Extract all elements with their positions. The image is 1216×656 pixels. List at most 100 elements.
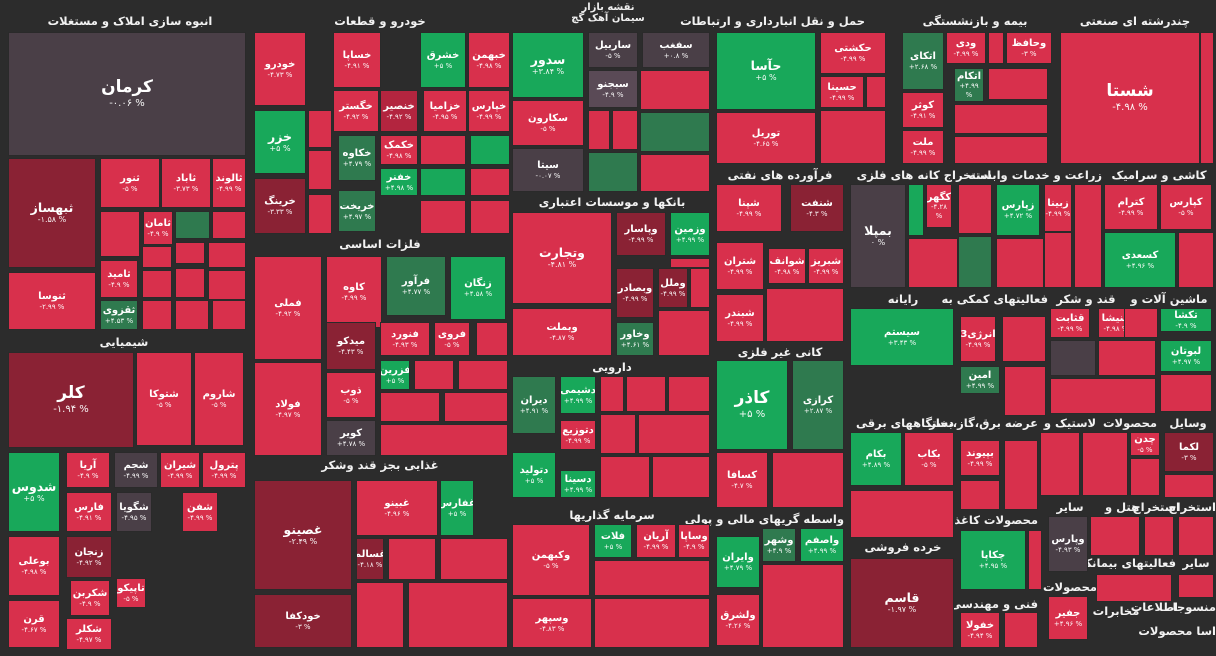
stock-tile-shiran[interactable]: شیران -۴.۹۹ % xyxy=(160,452,200,488)
stock-tile-anarzi[interactable]: انرژی3 -۴.۹۹ % xyxy=(960,316,996,362)
stock-tile-ghapino[interactable]: غبینو -۴.۹۶ % xyxy=(356,480,438,536)
treemap-filler-tile[interactable] xyxy=(954,136,1048,164)
stock-tile-khazar[interactable]: خزر +۵ % xyxy=(254,110,306,174)
stock-tile-hasina[interactable]: حسینا -۴.۹۹ % xyxy=(820,76,864,108)
treemap-filler-tile[interactable] xyxy=(766,288,844,342)
stock-tile-fars[interactable]: فارس -۴.۹۱ % xyxy=(66,492,112,532)
treemap-filler-tile[interactable] xyxy=(470,168,510,196)
stock-tile-khodro[interactable]: خودرو -۴.۷۳ % xyxy=(254,32,306,106)
treemap-filler-tile[interactable] xyxy=(175,300,209,330)
stock-tile-karazi[interactable]: کرازی +۲.۸۷ % xyxy=(792,360,844,450)
stock-tile-kaveh[interactable]: کاوه -۴.۹۹ % xyxy=(326,256,382,328)
stock-tile-khepars[interactable]: خپارس -۴.۹۹ % xyxy=(468,90,510,132)
stock-tile-vakahman[interactable]: وکبهمن -۵ % xyxy=(512,524,590,596)
stock-tile-sharom[interactable]: شاروم -۵ % xyxy=(194,352,244,446)
treemap-filler-tile[interactable] xyxy=(1050,340,1096,376)
stock-tile-bepeyvand[interactable]: بپیوند -۴.۹۹ % xyxy=(960,440,1000,476)
stock-tile-hasa[interactable]: حآسا +۵ % xyxy=(716,32,816,110)
treemap-filler-tile[interactable] xyxy=(420,135,466,165)
stock-tile-tekesha[interactable]: تکشا -۴.۹ % xyxy=(1160,308,1212,332)
treemap-filler-tile[interactable] xyxy=(1164,474,1214,498)
stock-tile-amin[interactable]: امین +۴.۹۹ % xyxy=(960,366,1000,394)
stock-tile-sita[interactable]: سیتا -۰.۰۷ % xyxy=(512,148,584,192)
treemap-filler-tile[interactable] xyxy=(208,242,246,268)
treemap-filler-tile[interactable] xyxy=(600,456,650,498)
stock-tile-kevir[interactable]: کویر +۴.۷۸ % xyxy=(326,420,376,456)
treemap-filler-tile[interactable] xyxy=(668,376,710,412)
treemap-filler-tile[interactable] xyxy=(690,268,710,308)
treemap-filler-tile[interactable] xyxy=(380,392,440,422)
treemap-filler-tile[interactable] xyxy=(1044,232,1072,288)
treemap-filler-tile[interactable] xyxy=(958,184,992,234)
stock-tile-felat[interactable]: فلات +۵ % xyxy=(594,524,632,558)
treemap-filler-tile[interactable] xyxy=(458,360,508,390)
stock-tile-vairan[interactable]: وایران +۴.۷۹ % xyxy=(716,536,760,588)
treemap-filler-tile[interactable] xyxy=(588,110,610,150)
stock-tile-chadan[interactable]: چدن -۵ % xyxy=(1130,432,1160,456)
treemap-filler-tile[interactable] xyxy=(308,110,332,148)
treemap-filler-tile[interactable] xyxy=(420,200,466,234)
stock-tile-ghasopno[interactable]: غصینو -۲.۴۹ % xyxy=(254,480,352,590)
stock-tile-fameli[interactable]: فملی -۴.۹۲ % xyxy=(254,256,322,360)
treemap-filler-tile[interactable] xyxy=(380,424,508,456)
stock-tile-thaloond[interactable]: ثالوند -۴.۹۹ % xyxy=(212,158,246,208)
treemap-filler-tile[interactable] xyxy=(640,154,710,192)
treemap-filler-tile[interactable] xyxy=(470,200,510,234)
treemap-filler-tile[interactable] xyxy=(1040,432,1080,496)
stock-tile-farvi[interactable]: فروی -۵ % xyxy=(434,322,470,356)
stock-tile-vaparas[interactable]: وپارس -۴.۹۳ % xyxy=(1048,516,1088,572)
stock-tile-thamid[interactable]: ثامید -۴.۹ % xyxy=(100,260,138,298)
stock-tile-shebriz[interactable]: شبریز -۴.۹۹ % xyxy=(808,248,844,284)
stock-tile-shetran[interactable]: شتران -۴.۹۹ % xyxy=(716,242,764,290)
stock-tile-daleghman[interactable]: دتوزیع -۴.۹۹ % xyxy=(560,420,596,450)
stock-tile-kharing[interactable]: خرینگ -۳.۳۳ % xyxy=(254,178,306,234)
stock-tile-khekavoh[interactable]: خکاوه +۴.۷۹ % xyxy=(338,135,376,181)
treemap-filler-tile[interactable] xyxy=(866,76,886,108)
treemap-filler-tile[interactable] xyxy=(142,246,172,268)
treemap-filler-tile[interactable] xyxy=(594,598,710,648)
treemap-filler-tile[interactable] xyxy=(356,582,404,648)
stock-tile-shepna[interactable]: شپنا -۴.۹۹ % xyxy=(716,184,782,232)
stock-tile-shavan[interactable]: شوانف -۴.۹۸ % xyxy=(768,248,806,284)
stock-tile-aria[interactable]: آریا -۴.۹ % xyxy=(66,452,110,488)
stock-tile-khafnoor[interactable]: خفولا -۴.۹۴ % xyxy=(960,612,1000,648)
stock-tile-kowsar[interactable]: کوثر -۴.۹۱ % xyxy=(902,92,944,128)
stock-tile-shafan[interactable]: شفن -۴.۹۹ % xyxy=(182,492,218,532)
treemap-filler-tile[interactable] xyxy=(1124,308,1158,338)
stock-tile-vesadr[interactable]: وبصادر -۴.۹۹ % xyxy=(616,268,654,318)
stock-tile-foolad[interactable]: فولاد -۴.۹۷ % xyxy=(254,362,322,456)
treemap-filler-tile[interactable] xyxy=(1082,432,1128,496)
treemap-filler-tile[interactable] xyxy=(175,211,210,239)
stock-tile-vesepehr[interactable]: وسپهر -۴.۸۳ % xyxy=(512,598,592,648)
stock-tile-faravar[interactable]: فرآور +۴.۷۷ % xyxy=(386,256,446,316)
treemap-filler-tile[interactable] xyxy=(960,480,1000,510)
treemap-filler-tile[interactable] xyxy=(820,110,886,164)
stock-tile-tabahsaz[interactable]: ثبهساز -۱.۵۸ % xyxy=(8,158,96,268)
stock-tile-ziparas[interactable]: زپارس +۴.۷۲ % xyxy=(996,184,1040,236)
stock-tile-kesafa[interactable]: کسافا -۴.۷ % xyxy=(716,452,768,508)
stock-tile-thamaran[interactable]: ثامان -۴.۹ % xyxy=(143,211,173,245)
stock-tile-keteram[interactable]: کترام -۴.۹۹ % xyxy=(1104,184,1158,230)
stock-tile-sadoor[interactable]: سدور +۳.۸۴ % xyxy=(512,32,584,98)
treemap-filler-tile[interactable] xyxy=(1090,516,1140,556)
stock-tile-kepars[interactable]: کپارس -۵ % xyxy=(1160,184,1212,230)
stock-tile-sistem[interactable]: سیستم +۳.۴۳ % xyxy=(850,308,954,366)
stock-tile-datovid[interactable]: دتولید +۵ % xyxy=(512,452,556,498)
stock-tile-foolnd[interactable]: فنورد -۴.۹۳ % xyxy=(380,322,430,356)
treemap-filler-tile[interactable] xyxy=(212,211,246,239)
stock-tile-shekalr[interactable]: شکلر -۴.۹۷ % xyxy=(66,618,112,650)
stock-tile-melat[interactable]: ملت -۴.۹۹ % xyxy=(902,130,944,164)
stock-tile-hekashti[interactable]: حکشتی -۴.۹۹ % xyxy=(820,32,886,74)
treemap-filler-tile[interactable] xyxy=(762,564,844,648)
treemap-filler-tile[interactable] xyxy=(212,300,246,330)
stock-tile-tapiko[interactable]: تاپیکو -۵ % xyxy=(116,578,146,608)
treemap-filler-tile[interactable] xyxy=(142,300,172,330)
stock-tile-arian[interactable]: آریان -۴.۹۹ % xyxy=(636,524,676,558)
treemap-filler-tile[interactable] xyxy=(308,194,332,234)
treemap-filler-tile[interactable] xyxy=(640,70,710,110)
treemap-filler-tile[interactable] xyxy=(652,456,710,498)
stock-tile-vekhavar[interactable]: وخاور +۴.۶۱ % xyxy=(616,322,654,356)
treemap-filler-tile[interactable] xyxy=(414,360,454,390)
stock-tile-boali[interactable]: بوعلی -۴.۹۸ % xyxy=(8,536,60,596)
stock-tile-vatejarat[interactable]: وتجارت -۴.۸۱ % xyxy=(512,212,612,304)
